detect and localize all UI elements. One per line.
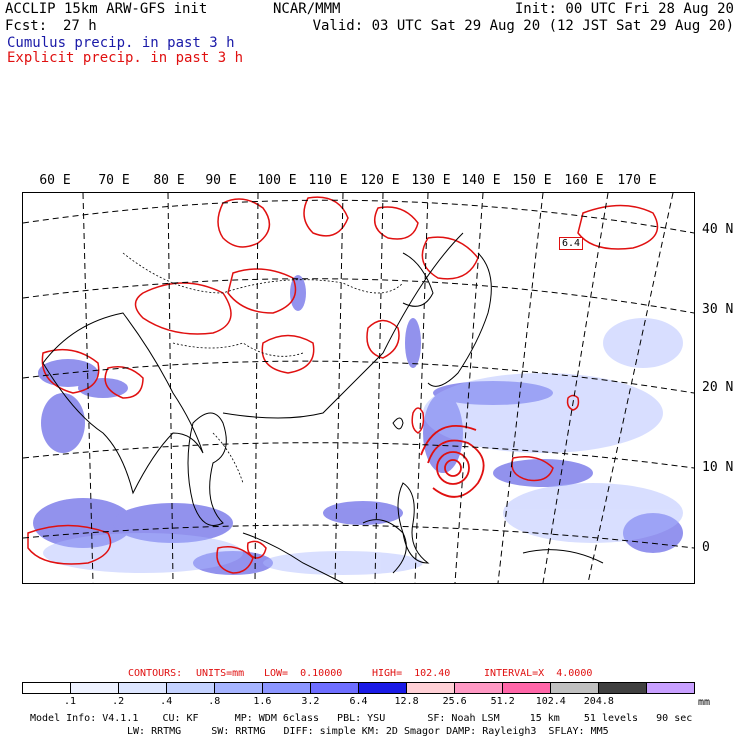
field-explicit: Explicit precip. in past 3 h	[7, 50, 244, 66]
forecast-hour: 27 h	[63, 18, 97, 34]
contours-high: HIGH= 102.40	[372, 668, 451, 679]
lon-label: 130 E	[411, 173, 451, 188]
map-canvas	[23, 193, 694, 583]
field-cumulus: Cumulus precip. in past 3 h	[7, 35, 235, 51]
lat-label: 30 N	[702, 302, 734, 317]
precipitation-map: 6.4	[22, 192, 695, 584]
contours-low: LOW= 0.10000	[264, 668, 343, 679]
colorbar-swatch	[263, 683, 311, 693]
colorbar-level-label: 51.2	[490, 696, 515, 707]
lat-label: 0	[702, 540, 710, 555]
model-title: ACCLIP 15km ARW-GFS init	[5, 1, 208, 17]
contours-units: UNITS=mm	[196, 668, 245, 679]
contours-interval: INTERVAL=X 4.0000	[484, 668, 593, 679]
valid-time: Valid: 03 UTC Sat 29 Aug 20 (12 JST Sat …	[312, 18, 734, 34]
colorbar-swatch	[359, 683, 407, 693]
forecast-label: Fcst:	[5, 18, 48, 34]
colorbar-swatch	[23, 683, 71, 693]
colorbar-level-label: 204.8	[583, 696, 614, 707]
lon-label: 70 E	[98, 173, 130, 188]
lat-label: 20 N	[702, 380, 734, 395]
colorbar-swatch	[119, 683, 167, 693]
lon-label: 90 E	[205, 173, 237, 188]
colorbar-level-label: .8	[208, 696, 221, 707]
coastlines	[42, 232, 604, 583]
lon-label: 150 E	[512, 173, 552, 188]
colorbar-level-label: 3.2	[301, 696, 320, 707]
contours-label: CONTOURS:	[128, 668, 183, 679]
colorbar-swatch	[311, 683, 359, 693]
lon-label: 140 E	[461, 173, 501, 188]
cumulus-precip-light	[43, 318, 683, 575]
lon-label: 170 E	[617, 173, 657, 188]
colorbar-swatch	[71, 683, 119, 693]
typhoon-precip	[420, 425, 485, 498]
lat-lon-grid	[23, 193, 694, 583]
colorbar-level-label: 102.4	[535, 696, 566, 707]
lat-label: 40 N	[702, 222, 734, 237]
lon-label: 160 E	[564, 173, 604, 188]
colorbar-swatch	[215, 683, 263, 693]
lon-label: 60 E	[39, 173, 71, 188]
colorbar-swatch	[167, 683, 215, 693]
center-name: NCAR/MMM	[273, 1, 341, 17]
lon-label: 120 E	[360, 173, 400, 188]
model-info-line2: LW: RRTMG SW: RRTMG DIFF: simple KM: 2D …	[127, 726, 609, 737]
contour-value-label: 6.4	[559, 237, 584, 250]
colorbar-level-label: 6.4	[349, 696, 368, 707]
colorbar-unit: mm	[698, 697, 711, 708]
colorbar-swatch	[407, 683, 455, 693]
country-borders	[122, 252, 404, 484]
colorbar-level-label: 25.6	[442, 696, 467, 707]
colorbar-level-label: 12.8	[394, 696, 419, 707]
colorbar	[22, 682, 695, 694]
lon-label: 100 E	[257, 173, 297, 188]
colorbar-swatch	[647, 683, 694, 693]
colorbar-swatch	[455, 683, 503, 693]
lat-label: 10 N	[702, 460, 734, 475]
init-time: Init: 00 UTC Fri 28 Aug 20	[514, 1, 734, 17]
cumulus-precip-areas	[33, 275, 683, 575]
colorbar-level-label: 1.6	[253, 696, 272, 707]
model-info-line1: Model Info: V4.1.1 CU: KF MP: WDM 6class…	[30, 713, 693, 724]
colorbar-level-label: .1	[64, 696, 77, 707]
colorbar-swatch	[503, 683, 551, 693]
colorbar-swatch	[551, 683, 599, 693]
lon-label: 110 E	[308, 173, 348, 188]
colorbar-swatch	[599, 683, 647, 693]
lon-label: 80 E	[153, 173, 185, 188]
colorbar-level-label: .2	[112, 696, 125, 707]
colorbar-level-label: .4	[160, 696, 173, 707]
